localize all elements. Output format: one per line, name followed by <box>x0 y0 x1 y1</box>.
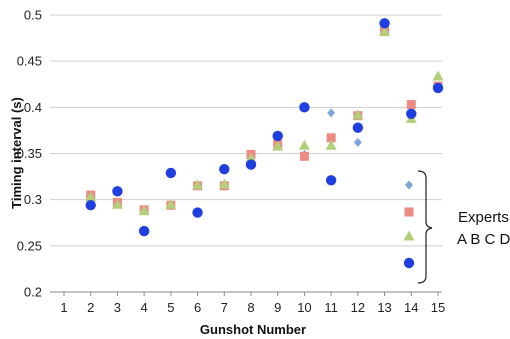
data-point-expert-c <box>325 139 337 150</box>
data-point-expert-c <box>192 179 204 190</box>
y-tick-label: 0.35 <box>17 146 42 161</box>
x-tick-label: 10 <box>297 300 311 315</box>
x-tick-label: 1 <box>60 300 67 315</box>
legend-bracket <box>417 170 433 284</box>
data-point-expert-c <box>272 140 284 151</box>
x-axis-ticks: 1 2 3 4 5 6 7 8 9 10 11 12 13 14 15 <box>60 292 445 315</box>
y-tick-label: 0.3 <box>24 192 42 207</box>
data-point-expert-a <box>353 137 362 147</box>
legend-marker-expert-d <box>403 257 415 269</box>
x-tick-label: 14 <box>404 300 418 315</box>
data-point-expert-c <box>432 70 444 81</box>
x-tick-label: 12 <box>351 300 365 315</box>
y-tick-label: 0.2 <box>24 285 42 300</box>
x-axis-title: Gunshot Number <box>200 322 306 337</box>
data-point-expert-d <box>325 175 337 186</box>
x-tick-label: 3 <box>114 300 121 315</box>
x-tick-label: 15 <box>431 300 445 315</box>
data-point-expert-d <box>352 122 364 133</box>
legend-label: A B C D <box>457 231 510 248</box>
data-point-expert-d <box>165 167 177 179</box>
data-point-expert-d <box>112 186 123 197</box>
x-tick-label: 13 <box>377 300 391 315</box>
x-tick-label: 7 <box>221 300 228 315</box>
data-point-expert-d <box>245 159 257 170</box>
x-tick-label: 6 <box>194 300 201 315</box>
data-point-expert-d <box>192 207 203 218</box>
data-point-expert-b <box>326 133 336 143</box>
data-point-expert-b <box>299 151 309 161</box>
x-tick-label: 5 <box>167 300 174 315</box>
legend <box>403 170 433 284</box>
data-point-expert-d <box>406 108 417 119</box>
data-point-expert-c <box>298 139 310 150</box>
x-tick-label: 2 <box>87 300 94 315</box>
x-tick-label: 8 <box>247 300 254 315</box>
x-tick-label: 9 <box>274 300 281 315</box>
data-point-expert-c <box>218 178 230 189</box>
y-tick-label: 0.4 <box>24 100 42 115</box>
y-axis-ticks: 0.2 0.25 0.3 0.35 0.4 0.45 0.5 <box>17 8 42 300</box>
grid-lines <box>50 14 442 293</box>
data-point-expert-d <box>379 18 390 29</box>
legend-marker-expert-c <box>403 230 415 241</box>
data-point-expert-d <box>219 163 230 175</box>
data-point-expert-d <box>85 200 96 211</box>
x-tick-label: 4 <box>141 300 148 315</box>
data-point-expert-c <box>352 109 364 120</box>
x-tick-label: 11 <box>324 300 338 315</box>
data-point-expert-c <box>379 26 391 37</box>
data-point-expert-d <box>138 225 150 237</box>
legend-title: Experts <box>458 209 509 226</box>
legend-marker-expert-a <box>405 180 413 190</box>
y-axis-title: Timing interval (s) <box>9 97 24 209</box>
data-point-expert-b <box>406 100 416 110</box>
data-point-expert-d <box>432 82 444 94</box>
data-point-expert-c <box>245 152 257 163</box>
data-point-expert-c <box>165 198 177 209</box>
y-tick-label: 0.25 <box>17 238 42 253</box>
legend-marker-expert-b <box>404 207 414 217</box>
data-point-expert-d <box>299 102 310 113</box>
data-point-expert-c <box>111 198 123 209</box>
y-tick-label: 0.45 <box>17 54 42 69</box>
data-points <box>85 18 444 237</box>
data-point-expert-c <box>85 191 97 202</box>
y-tick-label: 0.5 <box>24 8 42 23</box>
data-point-expert-a <box>327 108 336 118</box>
data-point-expert-d <box>272 130 283 142</box>
data-point-expert-c <box>138 205 150 216</box>
